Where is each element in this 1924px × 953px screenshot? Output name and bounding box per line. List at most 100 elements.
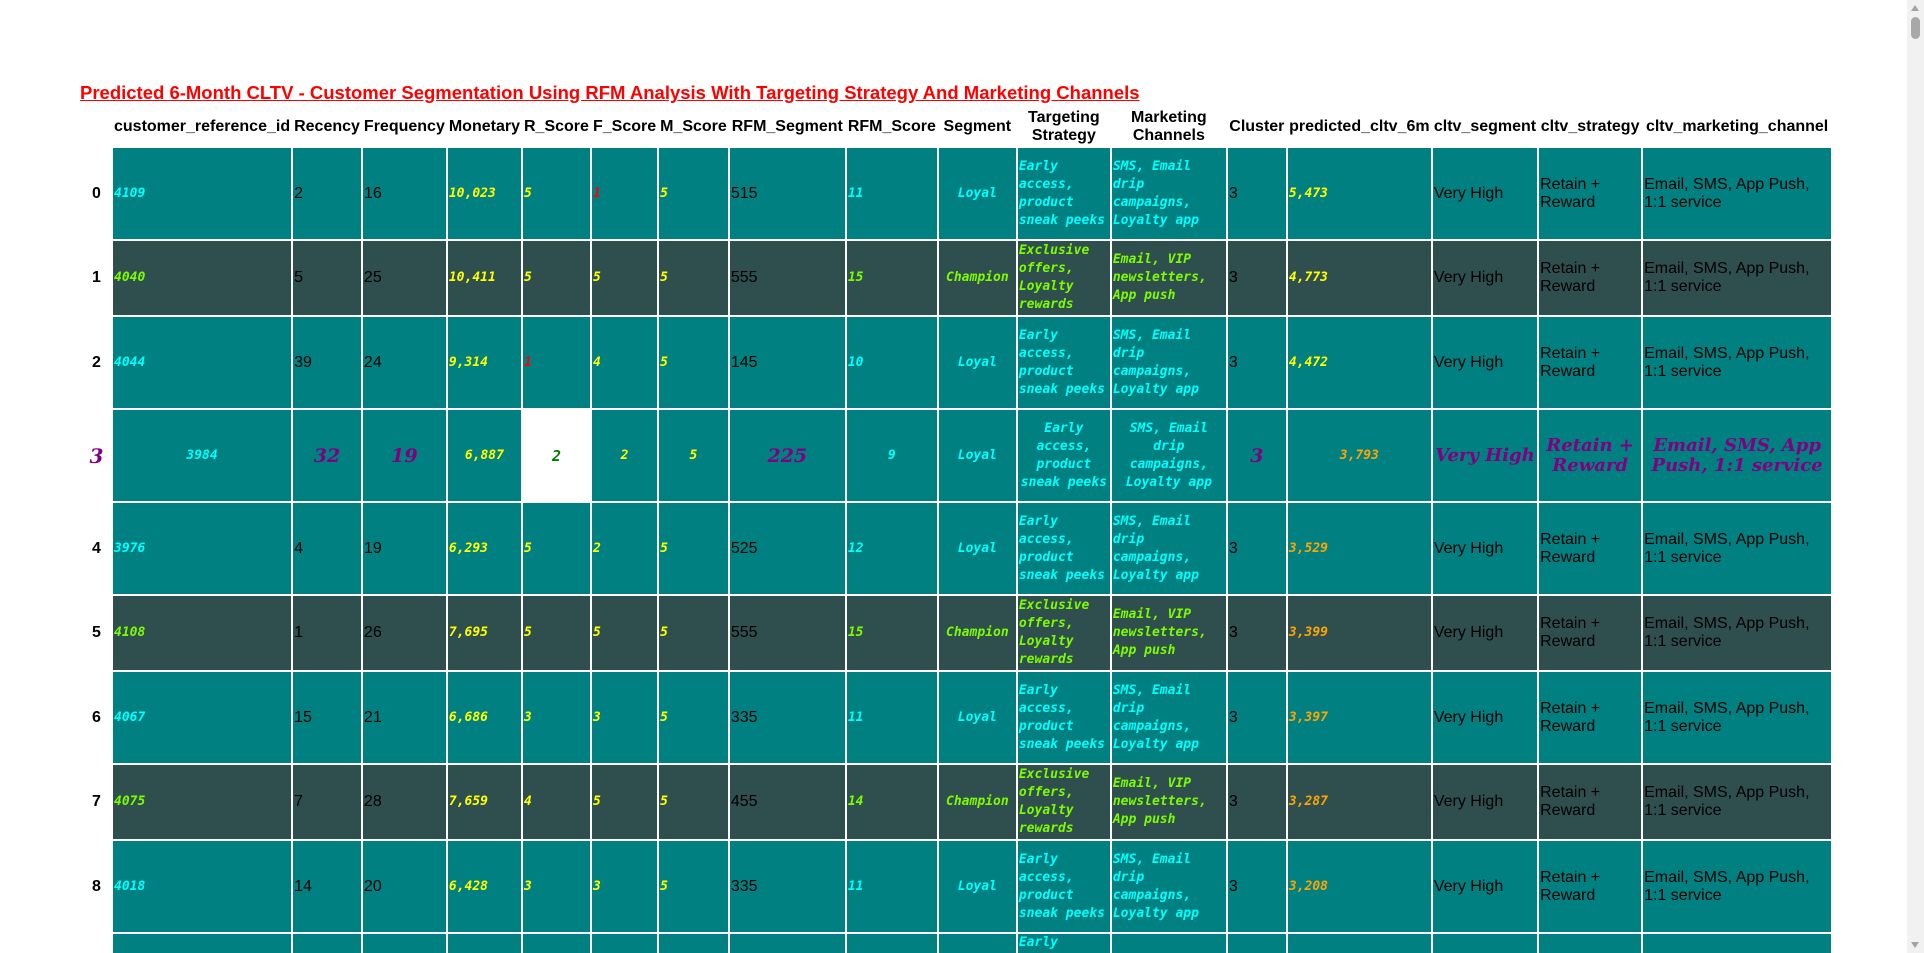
rfm-score: 11: [846, 672, 937, 763]
frequency: 24: [362, 317, 446, 408]
vertical-scrollbar[interactable]: [1907, 0, 1924, 953]
cltv-strategy: Retain + Reward: [1539, 672, 1642, 763]
segment: Loyal: [938, 503, 1016, 594]
marketing-channels: SMS, Email drip campaigns, Loyalty app: [1111, 148, 1226, 239]
targeting-strategy: Exclusive offers, Loyalty rewards: [1017, 241, 1110, 315]
cltv-segment: Very High: [1432, 841, 1538, 932]
cluster: 3: [1227, 410, 1286, 501]
m-score: 5: [659, 596, 728, 670]
cltv-marketing-channel: Email, SMS, App Push, 1:1 service: [1643, 672, 1832, 763]
frequency: 25: [362, 241, 446, 315]
r-score: 5: [522, 503, 590, 594]
targeting-strategy: Early access, product sneak peeks: [1017, 503, 1110, 594]
cltv-strategy: Retain + Reward: [1539, 503, 1642, 594]
customer-reference-id: 4018: [113, 841, 292, 932]
col-predicted-cltv-6m: predicted_cltv_6m: [1287, 108, 1431, 146]
cltv-marketing-channel: Email, SMS, App Push, 1:1 service: [1643, 317, 1832, 408]
targeting-strategy: Early access, product sneak peeks: [1017, 672, 1110, 763]
targeting-strategy: Early access, product sneak peeks: [1017, 317, 1110, 408]
table-row: 7 4075 7 28 7,659 4 5 5 455 14 Champion Exclusive o…: [82, 765, 1832, 839]
recency: 2: [293, 148, 361, 239]
col-cltv-segment: cltv_segment: [1432, 108, 1538, 146]
frequency: 26: [362, 596, 446, 670]
recency: 39: [293, 317, 361, 408]
table-cell: [1432, 934, 1538, 953]
scroll-up-arrow-icon[interactable]: [1911, 5, 1919, 11]
table-cell: [1539, 934, 1642, 953]
cltv-marketing-channel: Email, SMS, App Push, 1:1 service: [1643, 841, 1832, 932]
segment: Loyal: [938, 841, 1016, 932]
frequency: 16: [362, 148, 446, 239]
monetary: 7,695: [447, 596, 521, 670]
marketing-channels: SMS, Email drip campaigns, Loyalty app: [1111, 503, 1226, 594]
scroll-down-arrow-icon[interactable]: [1911, 942, 1919, 948]
f-score: 2: [591, 503, 658, 594]
rfm-score: 11: [846, 841, 937, 932]
recency: 1: [293, 596, 361, 670]
f-score: 3: [591, 841, 658, 932]
cluster: 3: [1227, 765, 1286, 839]
monetary: 6,686: [447, 672, 521, 763]
col-marketing-channels: Marketing Channels: [1111, 108, 1226, 146]
scrollbar-thumb[interactable]: [1911, 17, 1920, 39]
header-row: customer_reference_id Recency Frequency …: [82, 108, 1832, 146]
predicted-cltv-6m: 3,397: [1287, 672, 1431, 763]
row-index: 0: [82, 148, 111, 239]
col-recency: Recency: [293, 108, 361, 146]
m-score: 5: [659, 317, 728, 408]
rfm-score: 10: [846, 317, 937, 408]
segment: Loyal: [938, 148, 1016, 239]
recency: 4: [293, 503, 361, 594]
monetary: 7,659: [447, 765, 521, 839]
r-score: 5: [522, 148, 590, 239]
targeting-strategy: Exclusive offers, Loyalty rewards: [1017, 765, 1110, 839]
table-cell: [659, 934, 728, 953]
cltv-segment: Very High: [1432, 148, 1538, 239]
frequency: 20: [362, 841, 446, 932]
page-title: Predicted 6-Month CLTV - Customer Segmen…: [80, 82, 1140, 103]
table-row: 8 4018 14 20 6,428 3 3 5 335 11 Loyal Early access,…: [82, 841, 1832, 932]
col-customer-reference-id: customer_reference_id: [113, 108, 292, 146]
f-score: 3: [591, 672, 658, 763]
col-cltv-marketing-channel: cltv_marketing_channel: [1643, 108, 1832, 146]
cltv-segment: Very High: [1432, 672, 1538, 763]
predicted-cltv-6m: 4,773: [1287, 241, 1431, 315]
cltv-strategy: Retain + Reward: [1539, 841, 1642, 932]
predicted-cltv-6m: 3,208: [1287, 841, 1431, 932]
cltv-segment: Very High: [1432, 765, 1538, 839]
rfm-segment: 145: [729, 317, 845, 408]
table-cell: [591, 934, 658, 953]
f-score: 1: [591, 148, 658, 239]
rfm-segment: 225: [729, 410, 845, 501]
table-cell: [1227, 934, 1286, 953]
f-score: 4: [591, 317, 658, 408]
r-score: 2: [522, 410, 590, 501]
table-row: 5 4108 1 26 7,695 5 5 5 555 15 Champion Exclusive o…: [82, 596, 1832, 670]
m-score: 5: [659, 672, 728, 763]
cltv-segment: Very High: [1432, 241, 1538, 315]
cltv-segment: Very High: [1432, 317, 1538, 408]
monetary: 6,293: [447, 503, 521, 594]
table-cell: [938, 934, 1016, 953]
row-index: 1: [82, 241, 111, 315]
col-cltv-strategy: cltv_strategy: [1539, 108, 1642, 146]
segment: Champion: [938, 765, 1016, 839]
rfm-score: 11: [846, 148, 937, 239]
table-cell: [113, 934, 292, 953]
rfm-score: 15: [846, 596, 937, 670]
customer-reference-id: 3976: [113, 503, 292, 594]
m-score: 5: [659, 503, 728, 594]
col-rfm-segment: RFM_Segment: [729, 108, 845, 146]
recency: 15: [293, 672, 361, 763]
targeting-strategy: Early access, product sneak peeks: [1017, 148, 1110, 239]
cltv-marketing-channel: Email, SMS, App Push, 1:1 service: [1643, 765, 1832, 839]
col-index: [82, 108, 111, 146]
frequency: 19: [362, 410, 446, 501]
frequency: 19: [362, 503, 446, 594]
row-index: 5: [82, 596, 111, 670]
recency: 14: [293, 841, 361, 932]
recency: 32: [293, 410, 361, 501]
table-row: 0 4109 2 16 10,023 5 1 5 515 11 Loyal Early access,…: [82, 148, 1832, 239]
targeting-strategy: Early access, product sneak peeks: [1017, 410, 1110, 501]
predicted-cltv-6m: 3,399: [1287, 596, 1431, 670]
